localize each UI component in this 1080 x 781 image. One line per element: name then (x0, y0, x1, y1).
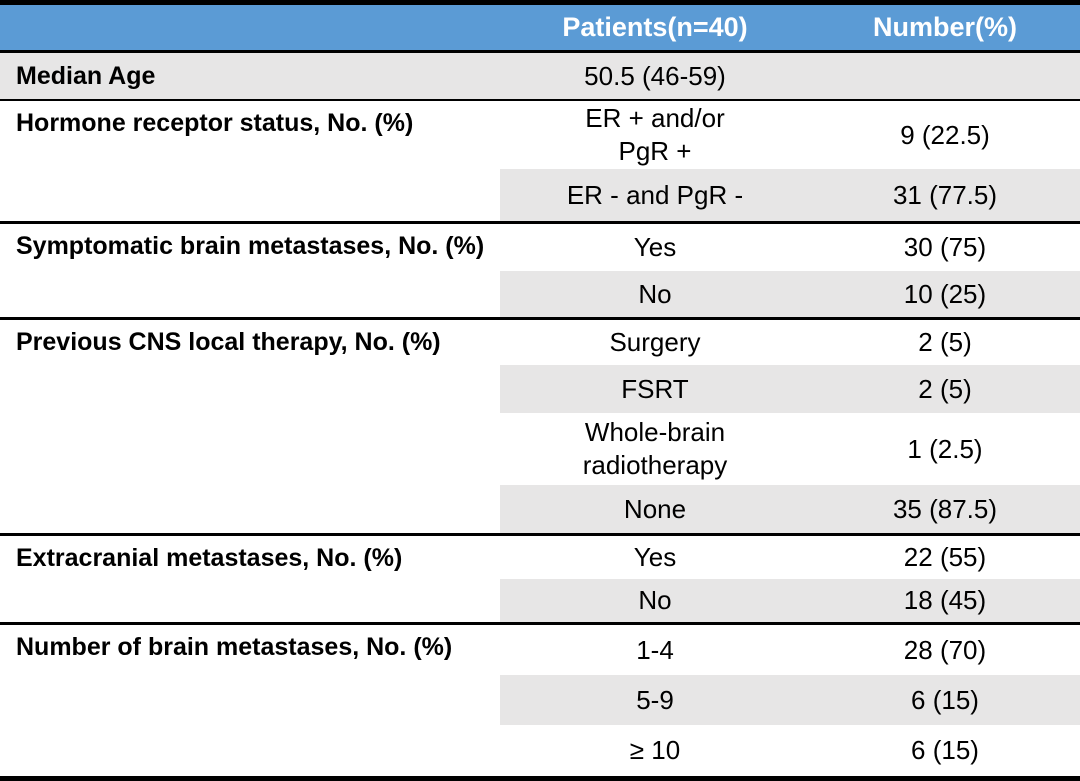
table-row: 5-9 6 (15) (0, 675, 1080, 725)
section-hormone-receptor-status: Hormone receptor status, No. (%) ER + an… (0, 100, 1080, 223)
section-number-of-brain-metastases: Number of brain metastases, No. (%) 1-4 … (0, 624, 1080, 779)
table-row: Symptomatic brain metastases, No. (%) Ye… (0, 223, 1080, 272)
number-cell: 10 (25) (810, 271, 1080, 319)
table-row: None 35 (87.5) (0, 485, 1080, 535)
section-extracranial-metastases: Extracranial metastases, No. (%) Yes 22 … (0, 535, 1080, 624)
value-cell: ER - and PgR - (500, 169, 810, 223)
table-row: Number of brain metastases, No. (%) 1-4 … (0, 624, 1080, 676)
table-row: ER - and PgR - 31 (77.5) (0, 169, 1080, 223)
table-row: Whole-brain radiotherapy 1 (2.5) (0, 413, 1080, 485)
table-row: No 10 (25) (0, 271, 1080, 319)
table-header: Patients(n=40) Number(%) (0, 2, 1080, 52)
number-cell: 6 (15) (911, 735, 979, 765)
table-row: Previous CNS local therapy, No. (%) Surg… (0, 319, 1080, 366)
section-previous-cns-local-therapy: Previous CNS local therapy, No. (%) Surg… (0, 319, 1080, 535)
table-row: FSRT 2 (5) (0, 365, 1080, 413)
number-cell: 1 (2.5) (907, 433, 983, 464)
row-label: Symptomatic brain metastases, No. (%) (16, 232, 485, 260)
value-cell: FSRT (500, 365, 810, 413)
header-row: Patients(n=40) Number(%) (0, 2, 1080, 52)
number-cell: 30 (75) (903, 232, 987, 262)
row-label: Median Age (0, 51, 500, 100)
row-label: Previous CNS local therapy, No. (%) (16, 328, 441, 356)
header-cell-patients: Patients(n=40) (500, 2, 810, 52)
section-symptomatic-brain-metastases: Symptomatic brain metastases, No. (%) Ye… (0, 223, 1080, 319)
table-row: No 18 (45) (0, 579, 1080, 624)
value-cell: None (500, 485, 810, 535)
number-cell: 31 (77.5) (810, 169, 1080, 223)
table-row: Hormone receptor status, No. (%) ER + an… (0, 100, 1080, 169)
number-cell: 22 (55) (903, 542, 987, 572)
header-cell-number: Number(%) (810, 2, 1080, 52)
number-cell: 6 (15) (810, 675, 1080, 725)
value-cell: Whole-brain radiotherapy (582, 417, 728, 480)
value-cell: ≥ 10 (629, 735, 681, 765)
row-label: Hormone receptor status, No. (%) (16, 109, 414, 137)
number-cell (810, 51, 1080, 100)
value-cell: Surgery (609, 327, 701, 357)
value-cell: Yes (633, 542, 677, 572)
number-cell: 2 (5) (918, 327, 972, 357)
number-cell: 9 (22.5) (900, 119, 990, 150)
header-cell-empty (0, 2, 500, 52)
number-cell: 35 (87.5) (810, 485, 1080, 535)
table-row: ≥ 10 6 (15) (0, 725, 1080, 779)
number-cell: 28 (70) (903, 634, 987, 665)
value-cell: ER + and/or PgR + (585, 103, 725, 166)
value-cell: No (500, 579, 810, 624)
table-row: Extracranial metastases, No. (%) Yes 22 … (0, 535, 1080, 580)
value-cell: 1-4 (636, 634, 674, 665)
table-row: Median Age 50.5 (46-59) (0, 51, 1080, 100)
section-median-age: Median Age 50.5 (46-59) (0, 51, 1080, 100)
row-label: Extracranial metastases, No. (%) (16, 544, 403, 572)
value-cell: No (500, 271, 810, 319)
value-cell: Yes (633, 232, 677, 262)
number-cell: 18 (45) (810, 579, 1080, 624)
number-cell: 2 (5) (810, 365, 1080, 413)
row-label: Number of brain metastases, No. (%) (16, 633, 453, 661)
value-cell: 5-9 (500, 675, 810, 725)
value-cell: 50.5 (46-59) (500, 51, 810, 100)
